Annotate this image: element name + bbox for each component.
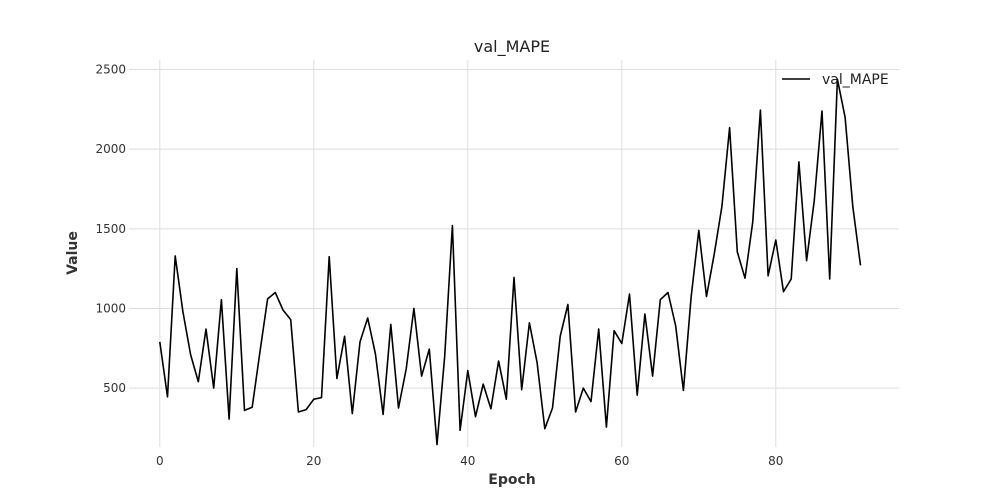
legend: val_MAPE (782, 72, 889, 88)
y-axis-title: Value (65, 231, 81, 275)
series-layer (159, 78, 862, 446)
x-tick-label: 0 (156, 454, 164, 468)
y-tick-label: 500 (103, 381, 126, 395)
x-tick-label: 80 (768, 454, 783, 468)
grid (129, 60, 899, 447)
y-tick-label: 1500 (95, 222, 126, 236)
tick-labels: 0 20 40 60 80 500 1000 1500 2000 2500 (95, 63, 783, 468)
x-tick-label: 20 (306, 454, 321, 468)
series-line-val-mape (159, 78, 862, 446)
legend-label: val_MAPE (822, 72, 889, 88)
chart-title: val_MAPE (474, 37, 550, 57)
y-tick-label: 2000 (95, 142, 126, 156)
y-tick-label: 2500 (95, 63, 126, 77)
x-tick-label: 60 (614, 454, 629, 468)
y-tick-label: 1000 (95, 301, 126, 315)
x-tick-label: 40 (460, 454, 475, 468)
x-axis-title: Epoch (488, 472, 535, 488)
